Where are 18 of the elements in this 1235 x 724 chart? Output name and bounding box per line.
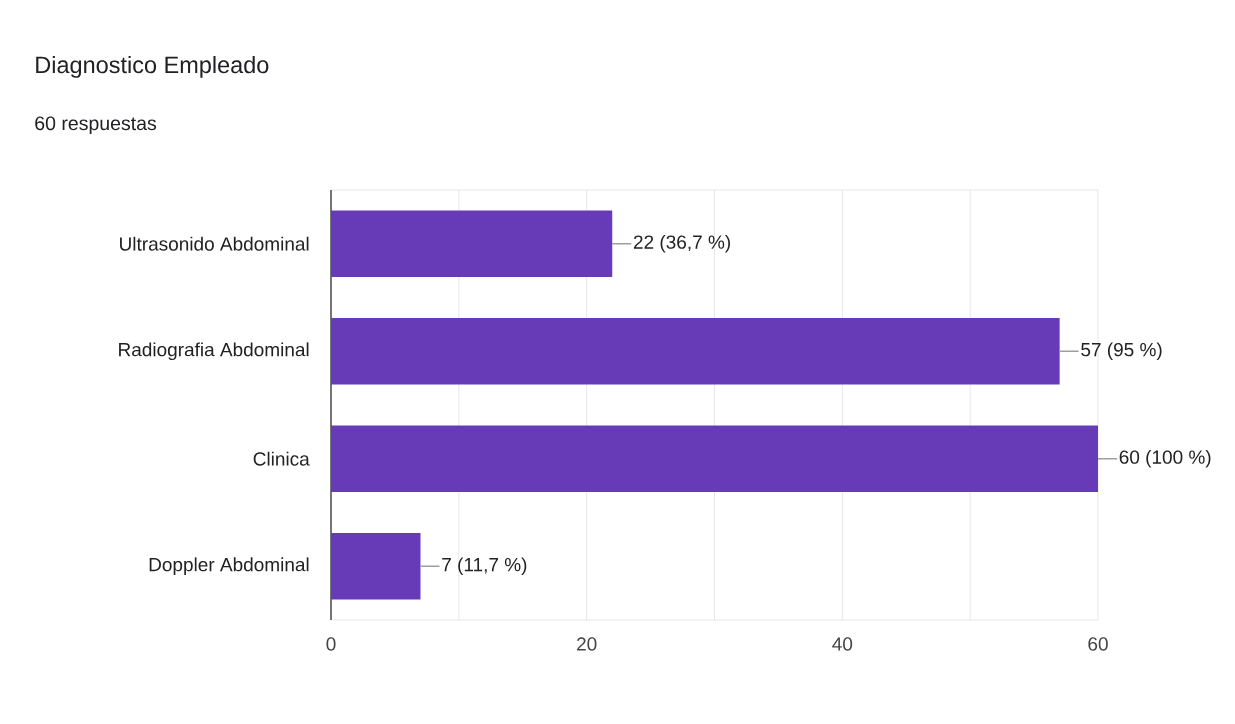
- y-tick-label: Radiografia Abdominal: [119, 342, 309, 361]
- bar: [331, 210, 613, 278]
- bar: [331, 425, 1098, 493]
- data-label: 60 (100 %): [1119, 449, 1211, 468]
- y-tick-label: Clinica: [253, 451, 310, 466]
- chart-title: Diagnostico Empleado: [36, 55, 269, 78]
- data-label: 22 (36,7 %): [633, 234, 730, 253]
- text: 60 respuestas: [35, 116, 157, 135]
- y-tick-label: Doppler Abdominal: [149, 557, 309, 576]
- x-tick-label: 60: [1088, 637, 1108, 651]
- y-tick-label: Ultrasonido Abdominal: [120, 236, 309, 251]
- data-label: 57 (95 %): [1081, 342, 1162, 361]
- x-tick-label: 20: [577, 637, 597, 651]
- bar: [331, 532, 421, 600]
- x-tick-label: 0: [326, 637, 336, 651]
- data-label: 7 (11,7 %): [442, 557, 527, 576]
- x-tick-label: 40: [832, 637, 853, 651]
- bar: [331, 317, 1060, 385]
